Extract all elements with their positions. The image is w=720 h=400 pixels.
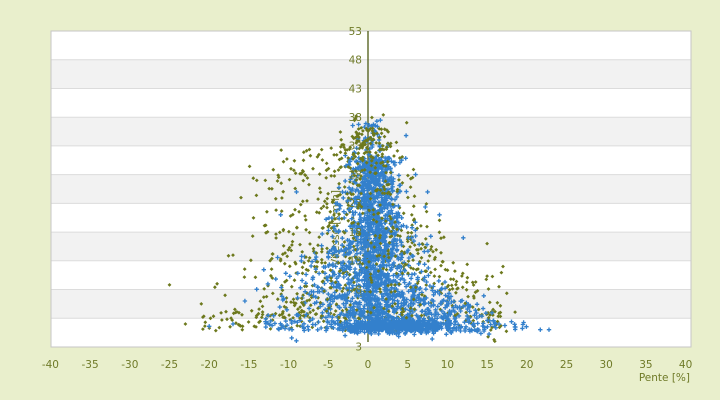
y-tick-label: 48: [349, 55, 362, 67]
y-tick-label: 18: [349, 227, 362, 239]
x-tick-label: 30: [600, 359, 613, 371]
x-tick-label: 5: [404, 359, 411, 371]
x-tick-label: 40: [679, 359, 692, 371]
y-tick-label: 28: [349, 169, 362, 181]
x-tick-label: -5: [323, 359, 333, 371]
x-axis-title: Pente [%]: [639, 372, 690, 384]
x-tick-label: -20: [201, 359, 218, 371]
x-tick-label: -15: [240, 359, 257, 371]
x-tick-label: 10: [441, 359, 454, 371]
y-tick-label: 53: [349, 26, 362, 38]
blue-points: [207, 118, 552, 343]
x-tick-labels: -40 -35 -30 -25 -20 -15 -10 -5 0 5 10 15 20 25 30 35 40: [42, 359, 692, 371]
x-tick-label: -30: [121, 359, 138, 371]
x-tick-label: 15: [480, 359, 493, 371]
y-tick-label: 13: [349, 256, 362, 268]
y-tick-label: 38: [349, 112, 362, 124]
y-tick-label: 43: [349, 83, 362, 95]
x-tick-label: 20: [520, 359, 533, 371]
y-tick-label: 33: [349, 141, 362, 153]
y-tick-label: 3: [355, 342, 362, 354]
y-tick-label: 23: [349, 198, 362, 210]
x-tick-label: 0: [365, 359, 372, 371]
y-tick-label: 8: [355, 284, 362, 296]
x-tick-label: -10: [280, 359, 297, 371]
x-tick-label: 35: [639, 359, 652, 371]
x-tick-label: -40: [42, 359, 59, 371]
y-tick-labels: 53 48 43 38 33 28 23 18 13 8 3: [349, 26, 362, 354]
x-tick-label: 25: [560, 359, 573, 371]
x-tick-label: -35: [82, 359, 99, 371]
x-tick-label: -25: [161, 359, 178, 371]
plot-border: [50, 30, 692, 348]
